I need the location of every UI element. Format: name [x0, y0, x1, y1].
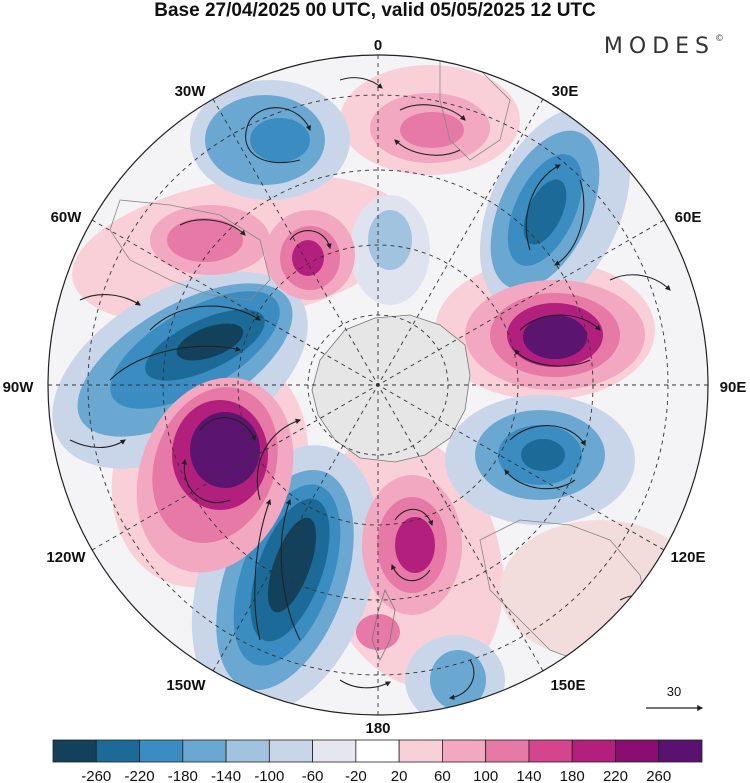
- lon-label-180: 180: [365, 720, 390, 737]
- colorbar-swatch: [312, 739, 357, 763]
- map-border: [47, 54, 709, 716]
- colorbar-label: 20: [391, 768, 408, 783]
- colorbar-label: 260: [646, 768, 671, 783]
- colorbar: -260 -220 -180 -140 -100 -60 -20 20 60 100 140 180 2…: [52, 739, 703, 783]
- colorbar-swatch: [658, 739, 703, 763]
- colorbar-swatch: [139, 739, 184, 763]
- lon-label-0: 0: [374, 37, 382, 54]
- colorbar-label: -20: [345, 768, 367, 783]
- south-america: [109, 199, 271, 301]
- lon-label-60w: 60W: [51, 209, 83, 226]
- colorbar-label: -260: [81, 768, 111, 783]
- colorbar-label: 180: [560, 768, 585, 783]
- lon-label-90e: 90E: [720, 379, 747, 396]
- colorbar-swatch: [182, 739, 227, 763]
- lon-label-150e: 150E: [550, 677, 585, 694]
- anomaly-field: [48, 55, 708, 715]
- colorbar-swatch: [52, 739, 97, 763]
- wind-vectors: [69, 77, 681, 701]
- colorbar-swatch: [95, 739, 140, 763]
- colorbar-label: 140: [516, 768, 541, 783]
- new-zealand: [371, 588, 396, 661]
- colorbar-swatch: [398, 739, 443, 763]
- lon-label-150w: 150W: [166, 677, 206, 694]
- brand-text: MODES: [603, 34, 715, 59]
- vector-legend-value: 30: [667, 684, 681, 699]
- map-title: Base 27/04/2025 00 UTC, valid 05/05/2025…: [154, 0, 596, 21]
- colorbar-label: -220: [125, 768, 155, 783]
- colorbar-swatch: [485, 739, 530, 763]
- colorbar-label: 100: [473, 768, 498, 783]
- colorbar-label: -180: [168, 768, 198, 783]
- graticule: [48, 55, 708, 715]
- antarctica: [311, 314, 471, 463]
- colorbar-swatch: [355, 739, 400, 763]
- colorbar-swatch: [571, 739, 616, 763]
- lon-label-30e: 30E: [552, 83, 579, 100]
- colorbar-label: 60: [434, 768, 451, 783]
- colorbar-label: -100: [254, 768, 284, 783]
- colorbar-label: 220: [603, 768, 628, 783]
- colorbar-label: -60: [302, 768, 324, 783]
- colorbar-swatch: [268, 739, 314, 763]
- lon-label-90w: 90W: [3, 379, 35, 396]
- modes-logo: MODES©: [603, 34, 724, 59]
- lon-label-120w: 120W: [46, 549, 86, 566]
- colorbar-swatch: [528, 739, 573, 763]
- colorbar-swatch: [441, 739, 487, 763]
- colorbar-swatch: [615, 739, 660, 763]
- lon-label-120e: 120E: [670, 549, 705, 566]
- lon-label-30w: 30W: [175, 83, 207, 100]
- colorbar-label: -140: [211, 768, 241, 783]
- colorbar-swatch: [225, 739, 270, 763]
- lon-label-60e: 60E: [675, 209, 702, 226]
